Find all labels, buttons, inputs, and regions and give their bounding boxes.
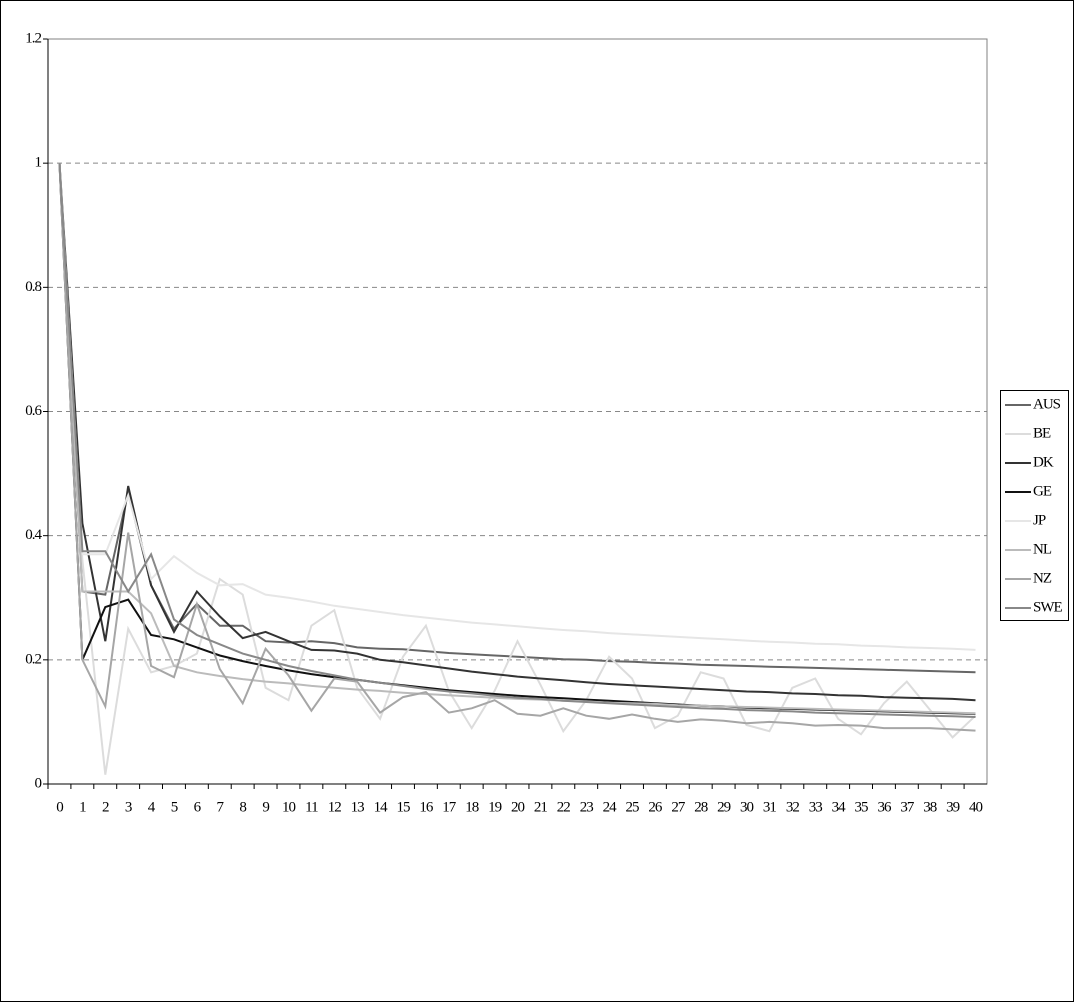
x-tick-label: 35 [855, 799, 869, 815]
legend-label: JP [1033, 512, 1046, 528]
x-tick-label: 12 [328, 799, 342, 815]
x-tick-label: 1 [79, 799, 86, 815]
x-tick-label: 37 [900, 799, 915, 815]
legend-box [1000, 390, 1069, 621]
x-tick-label: 3 [125, 799, 132, 815]
x-tick-label: 0 [56, 799, 63, 815]
y-tick-label: 0.6 [25, 403, 42, 419]
x-tick-label: 10 [282, 799, 296, 815]
series-line [58, 163, 976, 674]
x-tick-label: 17 [442, 799, 457, 815]
series-line [58, 163, 976, 702]
x-tick-label: 19 [488, 799, 502, 815]
x-tick-label: 22 [557, 799, 571, 815]
x-tick-label: 30 [740, 799, 754, 815]
series-line [58, 163, 976, 718]
x-tick-label: 23 [580, 799, 594, 815]
x-tick-label: 14 [374, 799, 389, 815]
x-tick-label: 39 [946, 799, 960, 815]
x-tick-label: 6 [194, 799, 202, 815]
series-line [58, 163, 976, 732]
x-tick-label: 16 [419, 799, 434, 815]
x-tick-label: 36 [877, 799, 892, 815]
legend-label: SWE [1033, 599, 1063, 615]
x-tick-label: 33 [809, 799, 823, 815]
x-tick-label: 32 [786, 799, 800, 815]
x-tick-label: 15 [396, 799, 410, 815]
x-tick-label: 13 [351, 799, 365, 815]
legend-label: GE [1033, 483, 1052, 499]
y-tick-label: 0 [35, 775, 42, 791]
x-tick-label: 31 [763, 799, 777, 815]
x-tick-label: 24 [603, 799, 618, 815]
y-tick-label: 1.2 [25, 30, 41, 46]
x-tick-label: 25 [626, 799, 640, 815]
legend-label: NL [1033, 541, 1052, 557]
y-tick-label: 0.8 [25, 279, 41, 295]
x-tick-label: 9 [262, 799, 269, 815]
x-tick-label: 34 [832, 799, 847, 815]
legend-label: NZ [1033, 570, 1052, 586]
x-tick-label: 8 [239, 799, 246, 815]
y-tick-label: 0.2 [25, 651, 41, 667]
x-tick-label: 11 [305, 799, 318, 815]
x-tick-label: 40 [969, 799, 983, 815]
x-tick-label: 21 [534, 799, 548, 815]
y-tick-label: 1 [35, 155, 42, 171]
x-tick-label: 29 [717, 799, 731, 815]
series-line [58, 163, 976, 715]
x-tick-label: 2 [102, 799, 109, 815]
legend-label: AUS [1033, 396, 1061, 412]
legend-label: BE [1033, 425, 1051, 441]
x-tick-label: 4 [148, 799, 156, 815]
x-tick-label: 27 [671, 799, 686, 815]
x-tick-label: 5 [171, 799, 178, 815]
legend-label: DK [1033, 454, 1054, 470]
series-line [58, 163, 976, 651]
x-tick-label: 18 [465, 799, 479, 815]
series-line [58, 163, 977, 775]
x-tick-label: 28 [694, 799, 708, 815]
y-tick-label: 0.4 [25, 527, 42, 543]
x-tick-label: 20 [511, 799, 525, 815]
x-tick-label: 38 [923, 799, 937, 815]
x-tick-label: 26 [648, 799, 663, 815]
x-tick-label: 7 [217, 799, 225, 815]
